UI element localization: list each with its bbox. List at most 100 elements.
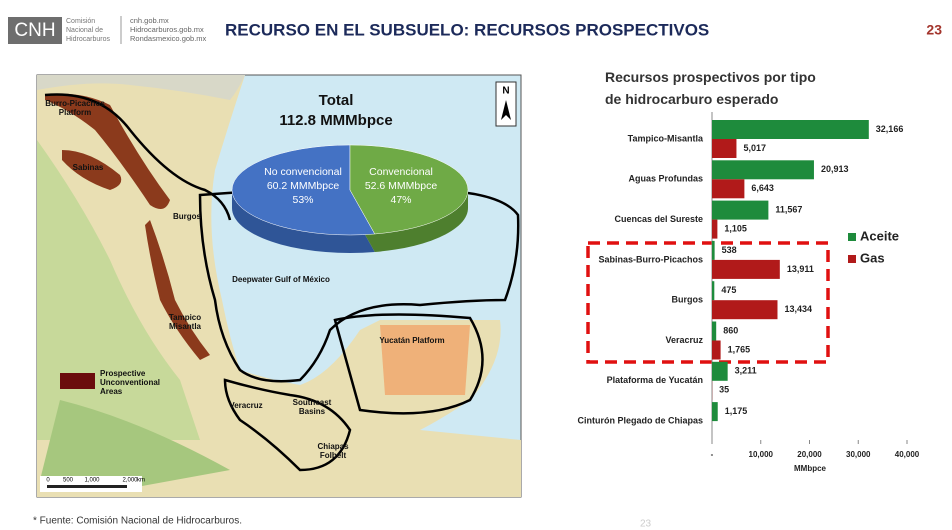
map-label: Chiapas bbox=[317, 442, 349, 451]
value-label: 1,175 bbox=[725, 406, 748, 416]
bar bbox=[712, 281, 715, 301]
footer-page: 23 bbox=[640, 519, 652, 530]
link[interactable]: cnh.gob.mx bbox=[130, 16, 169, 25]
yucatan-outline bbox=[333, 313, 484, 415]
value-label: 1,105 bbox=[724, 223, 747, 233]
slide-title: RECURSO EN EL SUBSUELO: RECURSOS PROSPEC… bbox=[225, 20, 709, 39]
map-label: Unconventional bbox=[100, 378, 160, 387]
link[interactable]: Rondasmexico.gob.mx bbox=[130, 34, 207, 43]
value-label: 35 bbox=[719, 385, 729, 395]
legend-swatch bbox=[848, 255, 856, 263]
map-label: Prospective bbox=[100, 369, 146, 378]
bar bbox=[712, 160, 814, 180]
scale-label: 1,000 bbox=[84, 478, 100, 484]
x-axis-label: MMbpce bbox=[794, 464, 827, 473]
highlight-box bbox=[586, 241, 830, 364]
map-label: Misantla bbox=[169, 322, 202, 331]
bar bbox=[712, 240, 715, 260]
value-label: 860 bbox=[723, 325, 738, 335]
category-label: Burgos bbox=[672, 295, 704, 305]
pie-share-label: 53% bbox=[292, 194, 313, 206]
scale-label: 2,000 bbox=[122, 478, 138, 484]
value-label: 475 bbox=[721, 285, 736, 295]
land-green bbox=[37, 140, 200, 440]
value-label: 3,211 bbox=[735, 366, 757, 376]
value-label: 13,911 bbox=[787, 264, 814, 274]
bar bbox=[712, 340, 721, 360]
org: Hidrocarburos bbox=[66, 36, 110, 43]
category-label: Cuencas del Sureste bbox=[614, 214, 703, 224]
link[interactable]: Hidrocarburos.gob.mx bbox=[130, 25, 204, 34]
pie-share-label: 47% bbox=[390, 194, 411, 206]
source: * Fuente: Comisión Nacional de Hidrocarb… bbox=[33, 516, 242, 527]
map-label: Southeast bbox=[293, 398, 332, 407]
legend-label: Gas bbox=[860, 250, 885, 265]
map-label: Burro-Picachos bbox=[45, 99, 105, 108]
bar bbox=[712, 402, 718, 422]
value-label: 6,643 bbox=[751, 183, 774, 193]
pie-value-label: 52.6 MMMbpce bbox=[365, 180, 438, 192]
x-tick-label: 10,000 bbox=[749, 450, 774, 459]
bar bbox=[712, 219, 718, 239]
scale-bar bbox=[47, 485, 127, 488]
scale-label: 500 bbox=[63, 478, 74, 484]
chart-title: Recursos prospectivos por tipo de hidroca… bbox=[605, 69, 816, 107]
map-label: Burgos bbox=[173, 212, 202, 221]
map-label: Areas bbox=[100, 387, 123, 396]
x-tick-label: 20,000 bbox=[797, 450, 822, 459]
bar bbox=[712, 259, 780, 279]
value-label: 11,567 bbox=[775, 204, 802, 214]
category-label: Tampico-Misantla bbox=[628, 133, 704, 143]
north-label: N bbox=[502, 86, 509, 97]
category-label: Sabinas-Burro-Picachos bbox=[598, 254, 703, 264]
category-label: Veracruz bbox=[665, 335, 703, 345]
category-label: Aguas Profundas bbox=[628, 174, 703, 184]
category-label: Cinturón Plegado de Chiapas bbox=[577, 415, 703, 425]
category-label: Plataforma de Yucatán bbox=[607, 375, 703, 385]
org: Comisión bbox=[66, 18, 95, 25]
land-us bbox=[37, 75, 245, 100]
value-label: 1,765 bbox=[728, 344, 751, 354]
southeast-outline bbox=[223, 378, 352, 472]
map-label: Basins bbox=[299, 407, 326, 416]
basin-fill bbox=[62, 150, 122, 190]
map-label: Deepwater Gulf of México bbox=[232, 275, 330, 284]
pie-subtitle: 112.8 MMMbpce bbox=[279, 112, 392, 129]
value-label: 538 bbox=[722, 245, 737, 255]
page-number: 23 bbox=[926, 22, 942, 38]
map-label: Tampico bbox=[169, 313, 201, 322]
scale-label: 0 bbox=[46, 478, 50, 484]
pie-value-label: 60.2 MMMbpce bbox=[267, 180, 340, 192]
value-label: 20,913 bbox=[821, 164, 849, 174]
value-label: 5,017 bbox=[743, 143, 766, 153]
pie-label: No convencional bbox=[264, 166, 342, 178]
map-label: Sabinas bbox=[73, 163, 104, 172]
logo: CNH bbox=[14, 20, 55, 41]
pie-title: Total bbox=[319, 92, 354, 109]
bar bbox=[712, 139, 737, 158]
basin-fill bbox=[45, 93, 170, 209]
pie-slice bbox=[349, 144, 469, 235]
bar bbox=[712, 120, 869, 139]
pie-label: Convencional bbox=[369, 166, 433, 178]
bar bbox=[712, 361, 728, 381]
basin-outline bbox=[44, 93, 232, 221]
legend-label: Aceite bbox=[860, 228, 899, 243]
unconventional-swatch bbox=[60, 373, 95, 389]
bar bbox=[712, 200, 769, 220]
map-label: Folbelt bbox=[320, 451, 347, 460]
pie-slice bbox=[231, 144, 376, 236]
org: Nacional de bbox=[66, 27, 103, 34]
basin-fill bbox=[145, 220, 210, 360]
land-green bbox=[40, 400, 230, 490]
x-tick-label: 40,000 bbox=[895, 450, 920, 459]
yucatan-fill bbox=[380, 325, 470, 395]
value-label: 32,166 bbox=[876, 124, 904, 134]
scale-label: km bbox=[137, 478, 145, 484]
bar bbox=[712, 300, 778, 320]
x-tick-label: - bbox=[711, 450, 714, 459]
value-label: 13,434 bbox=[784, 304, 812, 314]
map-label: Platform bbox=[59, 108, 91, 117]
